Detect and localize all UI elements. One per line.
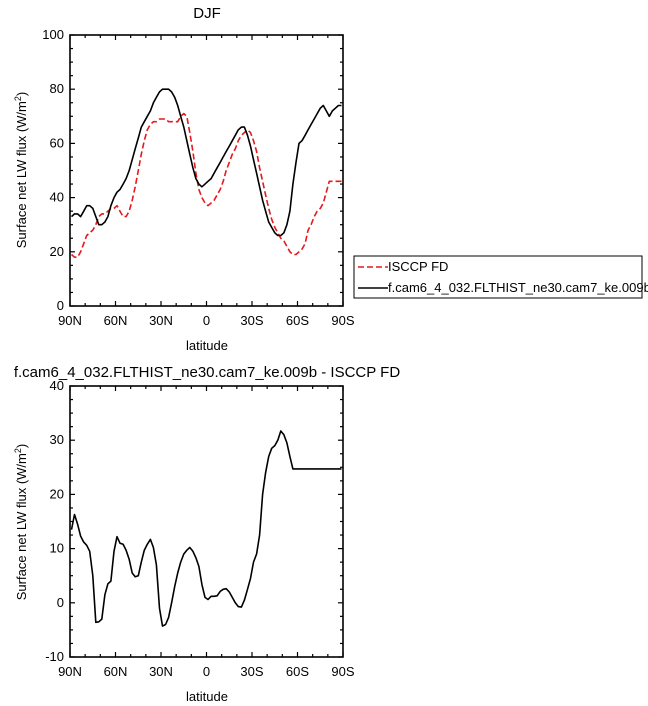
top-y-tick-label: 80 — [50, 81, 64, 96]
top-y-tick-label: 60 — [50, 135, 64, 150]
bottom-x-tick-label: 0 — [203, 664, 210, 679]
bottom-axes: 90N 60N 30N 0 30S 60S 90S -10 0 10 20 30 40 — [45, 378, 355, 679]
bottom-y-tick-label: 0 — [57, 595, 64, 610]
legend: ISCCP FD f.cam6_4_032.FLTHIST_ne30.cam7_… — [353, 255, 648, 299]
bottom-y-tick-label: 20 — [50, 486, 64, 501]
bottom-x-tick-label: 60S — [286, 664, 309, 679]
top-x-tick-label: 90S — [331, 313, 354, 328]
top-axes: 90N 60N 30N 0 30S 60S 90S 0 20 40 60 80 100 — [42, 27, 355, 328]
top-x-tick-label: 30N — [149, 313, 173, 328]
bottom-chart-title: f.cam6_4_032.FLTHIST_ne30.cam7_ke.009b -… — [14, 364, 400, 381]
top-plot-frame — [69, 34, 344, 307]
top-x-tick-label: 90N — [58, 313, 82, 328]
bottom-series-line-0 — [70, 430, 342, 627]
top-y-tick-label: 0 — [57, 298, 64, 313]
top-y-tick-label: 100 — [42, 27, 64, 42]
top-y-tick-label: 20 — [50, 244, 64, 259]
top-chart: DJF 90N 60N 30N 0 30S 60S 90S 0 20 40 60 80 100 lati… — [13, 5, 648, 353]
top-y-axis-label: Surface net LW flux (W/m2) — [13, 92, 29, 249]
top-series-line-1 — [70, 88, 342, 237]
bottom-chart: f.cam6_4_032.FLTHIST_ne30.cam7_ke.009b -… — [13, 364, 400, 704]
top-x-axis-label: latitude — [186, 338, 228, 353]
legend-label-model: f.cam6_4_032.FLTHIST_ne30.cam7_ke.009b — [388, 280, 648, 295]
top-x-tick-label: 60S — [286, 313, 309, 328]
bottom-x-tick-label: 90N — [58, 664, 82, 679]
bottom-y-tick-label: -10 — [45, 649, 64, 664]
top-x-tick-label: 60N — [104, 313, 128, 328]
legend-label-isccp: ISCCP FD — [388, 259, 448, 274]
bottom-series-group — [70, 430, 342, 627]
legend-box — [353, 255, 643, 299]
bottom-y-axis-label: Surface net LW flux (W/m2) — [13, 444, 29, 601]
bottom-x-tick-label: 90S — [331, 664, 354, 679]
top-x-tick-label: 30S — [240, 313, 263, 328]
bottom-x-tick-label: 30N — [149, 664, 173, 679]
bottom-y-tick-label: 10 — [50, 541, 64, 556]
bottom-x-tick-label: 60N — [104, 664, 128, 679]
bottom-y-tick-label: 40 — [50, 378, 64, 393]
top-chart-title: DJF — [193, 5, 221, 22]
bottom-y-tick-label: 30 — [50, 432, 64, 447]
top-x-tick-label: 0 — [203, 313, 210, 328]
top-y-tick-label: 40 — [50, 190, 64, 205]
top-series-line-0 — [70, 112, 342, 258]
bottom-plot-frame — [69, 385, 344, 658]
bottom-x-axis-label: latitude — [186, 689, 228, 704]
top-series-group — [70, 88, 342, 258]
bottom-x-tick-label: 30S — [240, 664, 263, 679]
